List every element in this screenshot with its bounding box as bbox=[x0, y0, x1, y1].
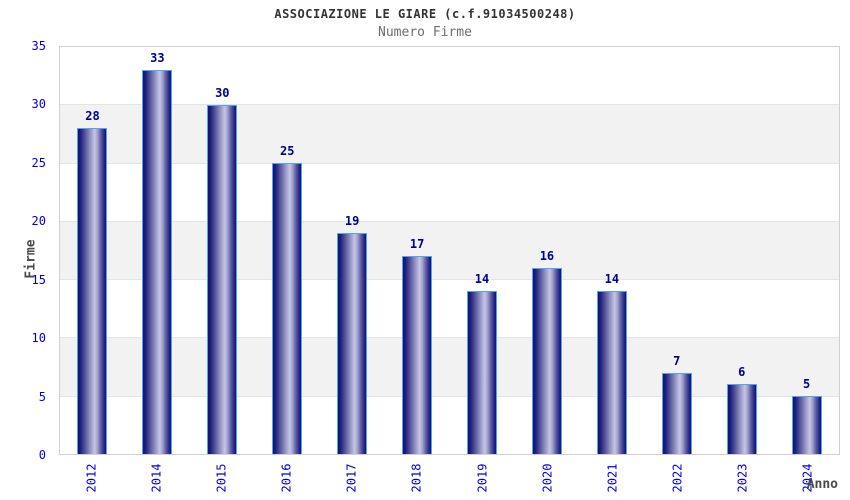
bar-value-label: 17 bbox=[409, 237, 425, 252]
x-tick-label: 2023 bbox=[735, 463, 750, 493]
bar bbox=[791, 395, 822, 454]
y-tick-label: 25 bbox=[31, 155, 46, 170]
bar-value-label: 16 bbox=[539, 248, 555, 263]
x-slot: 2012 bbox=[59, 457, 124, 499]
bar-slot: 16 bbox=[514, 47, 579, 454]
bar bbox=[337, 233, 368, 454]
bar bbox=[272, 163, 303, 454]
x-tick-label: 2022 bbox=[670, 463, 685, 493]
x-slot: 2021 bbox=[580, 457, 645, 499]
bar-value-label: 14 bbox=[604, 272, 620, 287]
grid-band bbox=[60, 337, 839, 396]
bar-slot: 5 bbox=[774, 47, 839, 454]
x-tick-label: 2014 bbox=[149, 463, 164, 493]
chart-title: ASSOCIAZIONE LE GIARE (c.f.91034500248) bbox=[274, 7, 576, 21]
x-tick-label: 2019 bbox=[475, 463, 489, 493]
x-slot: 2016 bbox=[254, 457, 319, 499]
x-axis-title: Anno bbox=[806, 477, 838, 492]
bar-slot: 7 bbox=[644, 47, 709, 454]
x-axis-ticks: 2012 2014 2015 2016 2017 2018 2019 2020 2021 2022… bbox=[59, 457, 840, 499]
bar-slot: 25 bbox=[255, 47, 320, 454]
bar bbox=[531, 267, 562, 454]
bar-value-label: 5 bbox=[802, 376, 811, 391]
bar bbox=[402, 256, 433, 454]
bar-slot: 33 bbox=[125, 47, 190, 454]
bar-slot: 6 bbox=[709, 47, 774, 454]
x-slot: 2015 bbox=[189, 457, 254, 499]
bar bbox=[596, 291, 627, 454]
x-tick-label: 2016 bbox=[279, 463, 294, 493]
y-tick-label: 30 bbox=[31, 97, 46, 112]
grid-band bbox=[60, 104, 839, 163]
x-tick-label: 2020 bbox=[540, 463, 555, 493]
bar-slot: 30 bbox=[190, 47, 255, 454]
y-tick-label: 20 bbox=[31, 214, 46, 229]
bar-value-label: 33 bbox=[150, 51, 165, 66]
bar-value-label: 30 bbox=[215, 86, 230, 101]
x-tick-label: 2012 bbox=[84, 463, 99, 493]
grid-band bbox=[60, 47, 839, 105]
y-axis-title: Firme bbox=[23, 239, 39, 279]
x-tick-label: 2018 bbox=[409, 463, 424, 493]
bar-value-label: 7 bbox=[673, 353, 681, 368]
bar-value-label: 25 bbox=[280, 144, 295, 159]
x-slot: 2018 bbox=[384, 457, 449, 499]
grid-band bbox=[60, 220, 839, 280]
bar bbox=[77, 128, 108, 454]
bar-value-label: 28 bbox=[85, 109, 100, 124]
grid-band bbox=[60, 162, 839, 221]
bar-slot: 14 bbox=[579, 47, 644, 454]
grid-band-layer bbox=[60, 47, 839, 454]
bar-value-label: 14 bbox=[474, 272, 490, 287]
bar-slot: 19 bbox=[320, 47, 385, 454]
bar bbox=[726, 384, 757, 454]
grid-band bbox=[60, 279, 839, 338]
grid-band bbox=[60, 395, 839, 454]
bar bbox=[661, 372, 692, 454]
bar bbox=[142, 70, 173, 454]
x-slot: 2020 bbox=[515, 457, 580, 499]
plot-area: 28 33 30 25 19 17 14 16 14 7 6 5 bbox=[59, 46, 840, 455]
x-slot: 2017 bbox=[319, 457, 384, 499]
bar-value-label: 6 bbox=[738, 365, 746, 380]
bar-slot: 17 bbox=[385, 47, 450, 454]
x-tick-label: 2015 bbox=[214, 463, 229, 493]
x-slot: 2022 bbox=[645, 457, 710, 499]
chart-subtitle: Numero Firme bbox=[378, 25, 472, 40]
x-tick-label: 2021 bbox=[605, 463, 620, 493]
bar bbox=[207, 105, 238, 454]
y-axis-ticks: 0 5 10 15 20 25 30 35 bbox=[0, 40, 52, 461]
y-tick-label: 35 bbox=[31, 39, 46, 53]
bars-layer: 28 33 30 25 19 17 14 16 14 7 6 5 bbox=[60, 47, 839, 454]
y-tick-label: 0 bbox=[38, 448, 46, 462]
y-tick-label: 10 bbox=[31, 331, 46, 346]
x-slot: 2014 bbox=[124, 457, 189, 499]
bar bbox=[466, 291, 497, 454]
bar-slot: 14 bbox=[450, 47, 515, 454]
bar-slot: 28 bbox=[60, 47, 125, 454]
y-tick-label: 15 bbox=[31, 272, 46, 287]
bar-value-label: 19 bbox=[344, 214, 360, 229]
y-tick-label: 5 bbox=[38, 389, 46, 404]
x-slot: 2023 bbox=[710, 457, 775, 499]
x-tick-label: 2017 bbox=[344, 463, 359, 493]
x-slot: 2019 bbox=[449, 457, 514, 499]
